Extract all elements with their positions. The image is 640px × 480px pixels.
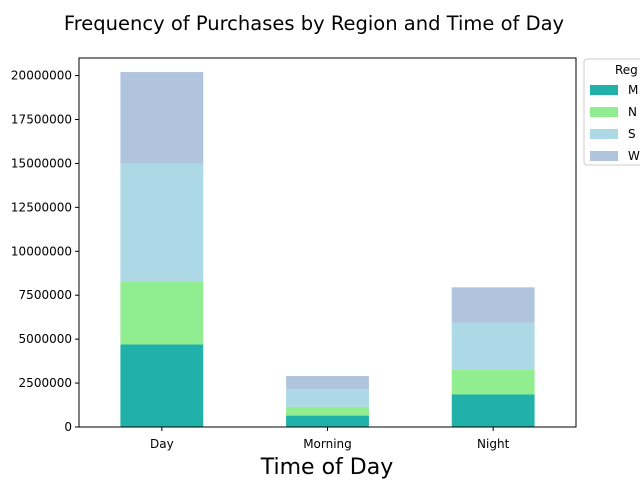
legend-swatch xyxy=(590,85,618,95)
y-tick-label: 12500000 xyxy=(11,200,72,214)
y-axis: 0 2500000 5000000 7500000 10000000 12500000 15… xyxy=(11,69,79,434)
bar-segment xyxy=(286,389,369,407)
legend-label: S xyxy=(628,127,636,141)
y-tick-label: 2500000 xyxy=(19,376,72,390)
chart-title: Frequency of Purchases by Region and Tim… xyxy=(64,12,564,35)
bar-segment xyxy=(120,344,204,427)
x-tick-label: Day xyxy=(150,437,174,451)
y-tick-label: 10000000 xyxy=(11,244,72,258)
x-tick-label: Night xyxy=(477,437,510,451)
bars-layer xyxy=(120,72,535,427)
legend-label: M xyxy=(628,83,638,97)
legend-title: Reg xyxy=(615,63,638,77)
legend-swatch xyxy=(590,107,618,117)
x-axis-title: Time of Day xyxy=(260,455,393,480)
bar-segment xyxy=(451,287,535,323)
bar-segment xyxy=(451,394,535,427)
legend-swatch xyxy=(590,151,618,161)
x-tick-label: Morning xyxy=(303,437,352,451)
legend-swatch xyxy=(590,129,618,139)
y-tick-label: 7500000 xyxy=(19,288,72,302)
legend-label: N xyxy=(628,105,637,119)
bar-segment xyxy=(451,369,535,395)
bar-segment xyxy=(120,163,204,282)
y-tick-label: 20000000 xyxy=(11,69,72,83)
y-tick-label: 0 xyxy=(64,420,72,434)
x-axis: Day Morning Night xyxy=(150,427,510,451)
bar-segment xyxy=(286,406,369,416)
bar-segment xyxy=(120,72,204,164)
bar-segment xyxy=(286,376,369,390)
y-tick-label: 15000000 xyxy=(11,156,72,170)
bar-segment xyxy=(286,415,369,427)
bar-segment xyxy=(451,322,535,370)
bar-segment xyxy=(120,281,204,345)
legend-label: W xyxy=(628,149,640,163)
y-tick-label: 17500000 xyxy=(11,113,72,127)
y-tick-label: 5000000 xyxy=(19,332,72,346)
